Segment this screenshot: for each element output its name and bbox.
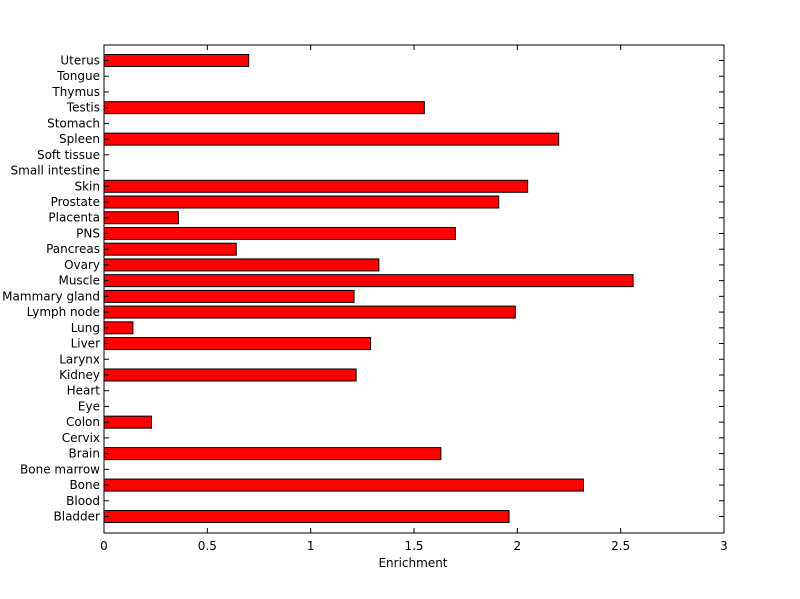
bar-placenta xyxy=(103,211,179,225)
y-tick-label: Kidney xyxy=(59,368,100,382)
y-tick-label: Bone xyxy=(69,478,100,492)
y-tick-label: Tongue xyxy=(56,69,100,83)
y-tick-label: Placenta xyxy=(48,211,100,225)
y-tick-label: Soft tissue xyxy=(37,148,100,162)
bar-pancreas xyxy=(103,242,237,256)
bar-prostate xyxy=(103,195,500,209)
y-tick-label: Spleen xyxy=(59,132,100,146)
y-tick-label: Lymph node xyxy=(27,305,100,319)
bar-kidney xyxy=(103,368,357,382)
y-tick-label: Liver xyxy=(71,337,101,351)
x-tick-label: 1 xyxy=(307,539,315,553)
y-tick-label: Blood xyxy=(66,494,100,508)
y-tick-label: Thymus xyxy=(51,85,100,99)
y-tick-label: Colon xyxy=(66,415,100,429)
y-tick-label: Cervix xyxy=(62,431,100,445)
y-tick-label: Uterus xyxy=(60,54,100,68)
bar-liver xyxy=(103,337,372,351)
y-tick-label: Testis xyxy=(66,101,100,115)
bar-lymph-node xyxy=(103,305,516,319)
y-tick-label: Bladder xyxy=(54,510,101,524)
x-tick-label: 1.5 xyxy=(404,539,423,553)
y-tick-label: Bone marrow xyxy=(20,462,100,476)
y-tick-label: PNS xyxy=(76,226,100,240)
bar-spleen xyxy=(103,132,560,146)
y-tick-label: Stomach xyxy=(47,116,100,130)
bar-bone xyxy=(103,478,584,492)
y-tick-label: Prostate xyxy=(51,195,100,209)
bar-colon xyxy=(103,415,153,429)
bar-skin xyxy=(103,179,529,193)
y-tick-label: Mammary gland xyxy=(2,289,100,303)
x-tick-label: 0.5 xyxy=(198,539,217,553)
bar-uterus xyxy=(103,54,250,67)
bar-ovary xyxy=(103,258,380,272)
bar-pns xyxy=(103,226,456,240)
bar-muscle xyxy=(103,274,634,288)
bar-bladder xyxy=(103,510,510,523)
y-tick-label: Muscle xyxy=(58,274,100,288)
y-tick-label: Larynx xyxy=(59,352,100,366)
y-tick-label: Small intestine xyxy=(11,164,100,178)
x-tick-label: 3 xyxy=(720,539,728,553)
x-axis-label: Enrichment xyxy=(378,556,447,570)
y-tick-label: Pancreas xyxy=(46,242,100,256)
y-tick-label: Lung xyxy=(71,321,100,335)
bar-mammary-gland xyxy=(103,289,355,303)
x-tick-label: 0 xyxy=(100,539,108,553)
x-tick-label: 2 xyxy=(514,539,522,553)
y-tick-label: Eye xyxy=(78,399,100,413)
y-tick-label: Ovary xyxy=(64,258,100,272)
y-tick-label: Heart xyxy=(67,384,101,398)
bar-testis xyxy=(103,101,425,115)
bar-brain xyxy=(103,447,442,461)
x-tick-label: 2.5 xyxy=(611,539,630,553)
y-tick-label: Skin xyxy=(74,179,100,193)
y-tick-label: Brain xyxy=(69,447,100,461)
